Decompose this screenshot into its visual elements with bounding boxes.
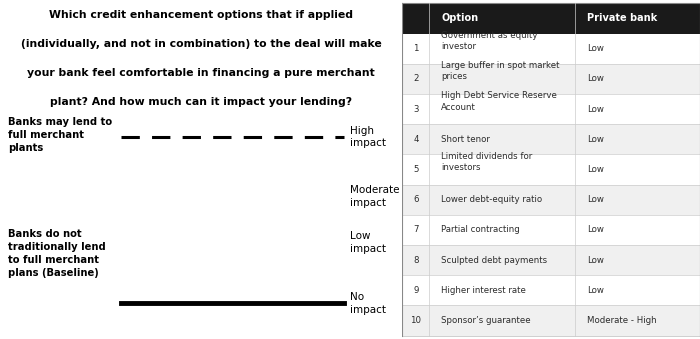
Bar xyxy=(429,94,575,124)
Bar xyxy=(575,94,700,124)
Text: Banks may lend to
full merchant
plants: Banks may lend to full merchant plants xyxy=(8,117,112,153)
Text: 3: 3 xyxy=(413,105,419,114)
Bar xyxy=(429,64,575,94)
Text: Which credit enhancement options that if applied: Which credit enhancement options that if… xyxy=(49,10,354,20)
Bar xyxy=(402,305,429,336)
Bar xyxy=(402,124,429,154)
Text: 5: 5 xyxy=(413,165,419,174)
Bar xyxy=(402,215,429,245)
Bar xyxy=(429,124,575,154)
Text: Moderate - High: Moderate - High xyxy=(587,316,657,325)
Bar xyxy=(575,275,700,305)
Text: Low: Low xyxy=(587,105,604,114)
Text: Large buffer in spot market
prices: Large buffer in spot market prices xyxy=(441,61,560,81)
Bar xyxy=(575,185,700,215)
Text: (individually, and not in combination) to the deal will make: (individually, and not in combination) t… xyxy=(21,39,382,49)
Bar xyxy=(575,215,700,245)
Text: Low: Low xyxy=(587,286,604,295)
Bar xyxy=(575,124,700,154)
Bar xyxy=(402,34,429,64)
Text: Limited dividends for
investors: Limited dividends for investors xyxy=(441,152,533,172)
Bar xyxy=(429,305,575,336)
Text: Option: Option xyxy=(441,14,478,23)
Text: No
impact: No impact xyxy=(350,292,386,315)
Text: 2: 2 xyxy=(413,74,419,83)
Bar xyxy=(429,275,575,305)
Bar xyxy=(575,34,700,64)
Bar xyxy=(575,154,700,185)
Bar xyxy=(402,275,429,305)
Bar xyxy=(429,215,575,245)
Text: 4: 4 xyxy=(413,135,419,144)
Bar xyxy=(429,34,575,64)
Bar xyxy=(575,64,700,94)
Text: Private bank: Private bank xyxy=(587,14,657,23)
Text: Low: Low xyxy=(587,135,604,144)
Text: 1: 1 xyxy=(413,44,419,53)
Bar xyxy=(429,245,575,275)
Text: 8: 8 xyxy=(413,256,419,265)
Text: Partial contracting: Partial contracting xyxy=(441,225,520,234)
Text: 9: 9 xyxy=(413,286,419,295)
Text: 7: 7 xyxy=(413,225,419,234)
Bar xyxy=(402,94,429,124)
Text: your bank feel comfortable in financing a pure merchant: your bank feel comfortable in financing … xyxy=(27,68,375,78)
Bar xyxy=(429,154,575,185)
Bar xyxy=(402,3,429,34)
Text: 10: 10 xyxy=(410,316,421,325)
Bar xyxy=(402,245,429,275)
Text: Low: Low xyxy=(587,74,604,83)
Text: Moderate
impact: Moderate impact xyxy=(350,185,400,208)
Bar xyxy=(575,245,700,275)
Text: plant? And how much can it impact your lending?: plant? And how much can it impact your l… xyxy=(50,97,352,106)
Text: Higher interest rate: Higher interest rate xyxy=(441,286,526,295)
Bar xyxy=(429,3,575,34)
Text: 6: 6 xyxy=(413,195,419,204)
Bar xyxy=(575,3,700,34)
Text: Low: Low xyxy=(587,256,604,265)
Text: High Debt Service Reserve
Account: High Debt Service Reserve Account xyxy=(441,92,557,112)
Text: Banks do not
traditionally lend
to full merchant
plans (Baseline): Banks do not traditionally lend to full … xyxy=(8,229,106,278)
Text: Low: Low xyxy=(587,225,604,234)
Text: Short tenor: Short tenor xyxy=(441,135,490,144)
Bar xyxy=(429,185,575,215)
Bar xyxy=(575,305,700,336)
Text: Low: Low xyxy=(587,44,604,53)
Text: Low: Low xyxy=(587,165,604,174)
Text: Low
impact: Low impact xyxy=(350,231,386,254)
Bar xyxy=(402,154,429,185)
Text: Lower debt-equity ratio: Lower debt-equity ratio xyxy=(441,195,542,204)
Text: Sculpted debt payments: Sculpted debt payments xyxy=(441,256,547,265)
Text: Sponsor’s guarantee: Sponsor’s guarantee xyxy=(441,316,531,325)
Text: High
impact: High impact xyxy=(350,126,386,148)
Bar xyxy=(402,64,429,94)
Bar xyxy=(402,185,429,215)
Text: Low: Low xyxy=(587,195,604,204)
Text: Government as equity
investor: Government as equity investor xyxy=(441,31,538,51)
